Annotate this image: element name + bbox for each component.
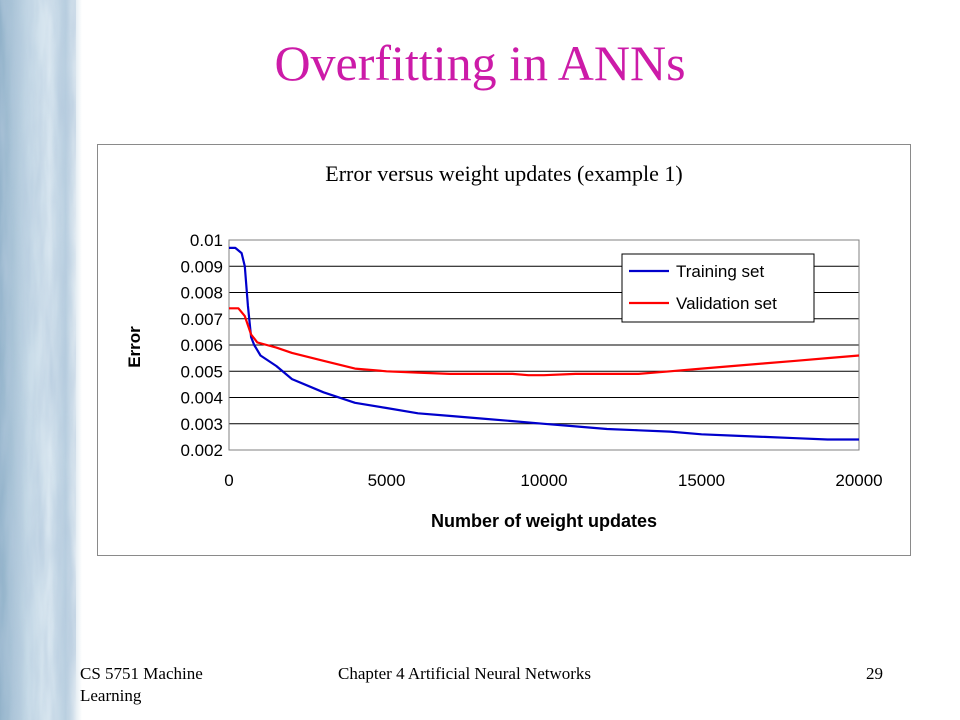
y-tick-label: 0.008 bbox=[180, 284, 223, 303]
chart-container: Error versus weight updates (example 1) 0… bbox=[97, 144, 911, 556]
series-line-validation-set bbox=[229, 307, 860, 377]
y-tick-label: 0.007 bbox=[180, 310, 223, 329]
plot-area bbox=[228, 239, 860, 451]
y-tick-label: 0.005 bbox=[180, 362, 223, 381]
y-tick-label: 0.004 bbox=[180, 389, 223, 408]
y-tick-label: 0.003 bbox=[180, 415, 223, 434]
y-tick-label: 0.002 bbox=[180, 441, 223, 460]
legend-box bbox=[621, 253, 815, 323]
footer-chapter: Chapter 4 Artificial Neural Networks bbox=[338, 664, 592, 683]
y-axis-label: Error bbox=[125, 326, 144, 368]
x-tick-label: 5000 bbox=[368, 471, 406, 490]
x-tick-label: 0 bbox=[224, 471, 233, 490]
chart-title: Error versus weight updates (example 1) bbox=[325, 161, 682, 186]
sidebar-stripe bbox=[0, 0, 82, 720]
y-tick-label: 0.01 bbox=[190, 231, 223, 250]
sidebar-texture bbox=[0, 0, 82, 720]
legend-label: Validation set bbox=[676, 294, 777, 313]
series-line-training-set bbox=[229, 246, 859, 441]
x-tick-label: 20000 bbox=[835, 471, 882, 490]
chart: Error versus weight updates (example 1) 0… bbox=[125, 161, 883, 531]
x-tick-label: 10000 bbox=[520, 471, 567, 490]
y-tick-label: 0.006 bbox=[180, 336, 223, 355]
legend-label: Training set bbox=[676, 262, 764, 281]
footer-course: CS 5751 Machine Learning bbox=[80, 664, 203, 705]
x-axis-label: Number of weight updates bbox=[431, 511, 657, 531]
footer-page-number: 29 bbox=[866, 664, 883, 683]
y-tick-label: 0.009 bbox=[180, 257, 223, 276]
slide-title: Overfitting in ANNs bbox=[274, 35, 686, 91]
x-tick-label: 15000 bbox=[678, 471, 725, 490]
